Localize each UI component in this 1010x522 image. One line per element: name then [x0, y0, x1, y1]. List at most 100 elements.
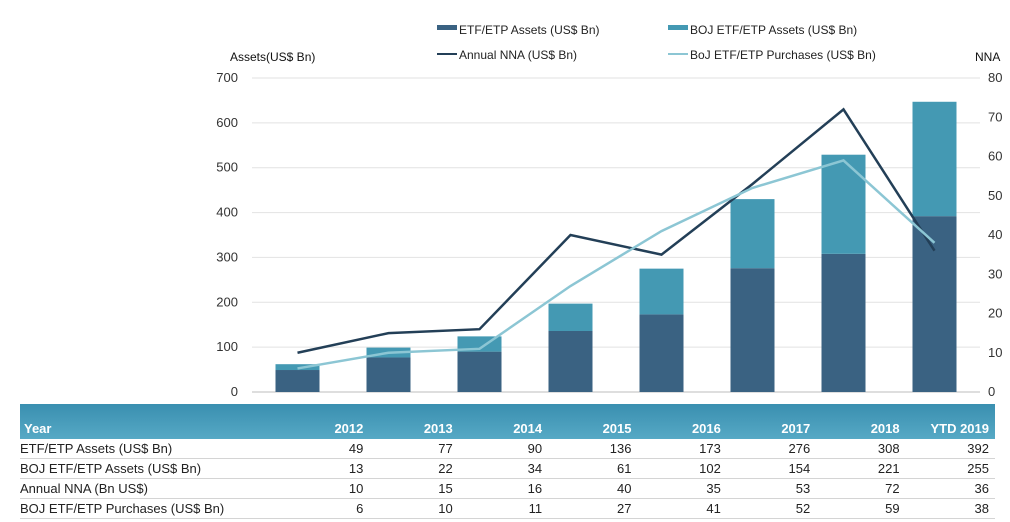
right-tick-label: 60	[988, 149, 1002, 164]
row-label: Annual NNA (Bn US$)	[20, 478, 280, 499]
bar-boj-assets	[821, 154, 866, 254]
right-axis-title: NNA	[975, 50, 1000, 64]
legend-label: Annual NNA (US$ Bn)	[459, 48, 577, 62]
table-cell: 72	[816, 478, 906, 499]
table-cell: 11	[458, 498, 549, 519]
table-header-row: Year 2012 2013 2014 2015 2016 2017 2018 …	[20, 404, 995, 439]
bar-etf-assets	[548, 330, 593, 392]
left-tick-label: 200	[216, 294, 238, 309]
table-cell: 53	[726, 478, 817, 499]
line-boj-purchases	[297, 159, 936, 370]
legend-label: BOJ ETF/ETP Assets (US$ Bn)	[690, 23, 857, 37]
row-label: ETF/ETP Assets (US$ Bn)	[20, 439, 280, 459]
table-cell: 36	[905, 478, 995, 499]
table-cell: 77	[369, 439, 459, 459]
left-tick-label: 300	[216, 249, 238, 264]
right-tick-label: 0	[988, 384, 995, 399]
right-tick-label: 40	[988, 227, 1002, 242]
left-tick-label: 500	[216, 160, 238, 175]
table-cell: 35	[637, 478, 727, 499]
table-cell: 102	[637, 458, 727, 479]
right-axis-ticks: 0 10 20 30 40 50 60 70 80	[988, 70, 1002, 399]
header-year: Year	[20, 404, 280, 439]
table-cell: 41	[637, 498, 727, 519]
left-tick-label: 100	[216, 339, 238, 354]
table-cell: 16	[458, 478, 549, 499]
legend: ETF/ETP Assets (US$ Bn) BOJ ETF/ETP Asset…	[437, 23, 876, 62]
series-lines	[297, 107, 936, 370]
right-tick-label: 50	[988, 188, 1002, 203]
header-2017: 2017	[726, 404, 817, 439]
table-cell: 40	[548, 478, 638, 499]
table-cell: 15	[369, 478, 459, 499]
bar-boj-assets	[275, 364, 320, 371]
table-cell: 173	[637, 439, 727, 459]
bar-etf-assets	[821, 253, 866, 392]
table-cell: 308	[816, 439, 906, 459]
table-cell: 13	[280, 458, 370, 479]
table-row: BOJ ETF/ETP Assets (US$ Bn) 13 22 34 61 102 15…	[20, 458, 995, 479]
bar-boj-assets	[730, 199, 775, 269]
bar-etf-assets	[275, 370, 320, 392]
bar-etf-assets	[639, 314, 684, 392]
table-row: ETF/ETP Assets (US$ Bn) 49 77 90 136 173 276 30…	[20, 439, 995, 459]
table-cell: 276	[726, 439, 817, 459]
bar-etf-assets	[366, 357, 411, 392]
table-cell: 392	[905, 439, 995, 459]
left-tick-label: 600	[216, 115, 238, 130]
legend-label: BoJ ETF/ETP Purchases (US$ Bn)	[690, 48, 876, 62]
gridlines	[252, 77, 980, 393]
legend-label: ETF/ETP Assets (US$ Bn)	[459, 23, 599, 37]
table-cell: 22	[369, 458, 459, 479]
right-tick-label: 10	[988, 345, 1002, 360]
table-cell: 27	[548, 498, 638, 519]
header-2014: 2014	[458, 404, 549, 439]
bar-etf-assets	[730, 268, 775, 392]
table-row: Annual NNA (Bn US$) 10 15 16 40 35 53 72 36	[20, 478, 995, 499]
right-tick-label: 20	[988, 306, 1002, 321]
bar-etf-assets	[457, 351, 502, 392]
left-axis-title: Assets(US$ Bn)	[230, 50, 315, 64]
bar-boj-assets	[912, 101, 957, 217]
right-tick-label: 30	[988, 266, 1002, 281]
combo-chart: 0 100 200 300 400 500 600 700 0 10 20 30 40 50 60 70 80…	[216, 23, 1002, 399]
table-cell: 49	[280, 439, 370, 459]
left-axis-ticks: 0 100 200 300 400 500 600 700	[216, 70, 238, 399]
bar-boj-assets	[548, 303, 593, 331]
header-2012: 2012	[280, 404, 370, 439]
right-tick-label: 70	[988, 109, 1002, 124]
table-cell: 10	[369, 498, 459, 519]
row-label: BOJ ETF/ETP Purchases (US$ Bn)	[20, 498, 280, 519]
table-cell: 136	[548, 439, 638, 459]
data-table: Year 2012 2013 2014 2015 2016 2017 2018 …	[20, 404, 995, 519]
header-2013: 2013	[369, 404, 459, 439]
table-cell: 34	[458, 458, 549, 479]
table-cell: 52	[726, 498, 817, 519]
left-tick-label: 400	[216, 205, 238, 220]
table-cell: 255	[905, 458, 995, 479]
table-cell: 38	[905, 498, 995, 519]
header-ytd-2019: YTD 2019	[905, 404, 995, 439]
table-cell: 221	[816, 458, 906, 479]
table-cell: 154	[726, 458, 817, 479]
bar-etf-assets	[912, 216, 957, 392]
header-2016: 2016	[637, 404, 727, 439]
table-cell: 10	[280, 478, 370, 499]
legend-swatch	[437, 25, 457, 30]
header-2015: 2015	[548, 404, 638, 439]
legend-swatch	[668, 25, 688, 30]
line-annual-nna	[297, 107, 936, 354]
table-row: BOJ ETF/ETP Purchases (US$ Bn) 6 10 11 27 41 5…	[20, 498, 995, 519]
row-label: BOJ ETF/ETP Assets (US$ Bn)	[20, 458, 280, 479]
table-cell: 6	[280, 498, 370, 519]
bars	[275, 101, 957, 392]
left-tick-label: 0	[231, 384, 238, 399]
right-tick-label: 80	[988, 70, 1002, 85]
table-cell: 59	[816, 498, 906, 519]
header-2018: 2018	[816, 404, 906, 439]
table-body: ETF/ETP Assets (US$ Bn) 49 77 90 136 173 276 30…	[20, 439, 995, 519]
table-cell: 61	[548, 458, 638, 479]
table-cell: 90	[458, 439, 549, 459]
left-tick-label: 700	[216, 70, 238, 85]
bar-boj-assets	[639, 268, 684, 315]
